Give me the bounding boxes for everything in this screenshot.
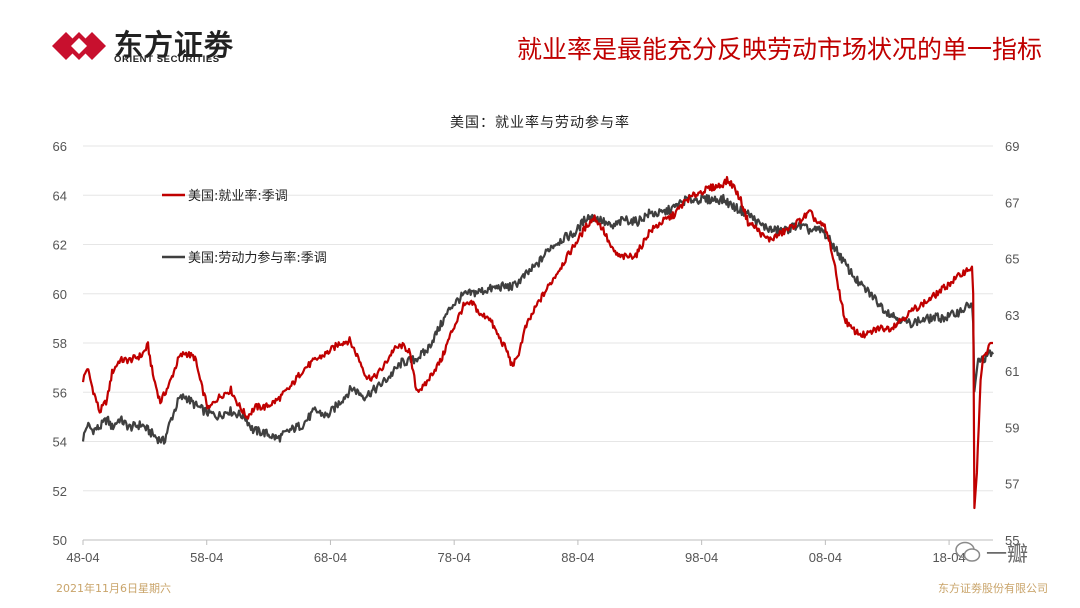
wechat-watermark-icon: [955, 541, 981, 562]
x-tick-label: 88-04: [561, 550, 594, 565]
slide-title: 就业率是最能充分反映劳动市场状况的单一指标: [516, 35, 1042, 64]
y-left-tick-label: 58: [53, 336, 67, 351]
y-right-tick-label: 67: [1005, 195, 1019, 210]
y-right-tick-label: 69: [1005, 139, 1019, 154]
x-tick-label: 98-04: [685, 550, 718, 565]
legend-label: 美国:就业率:季调: [188, 188, 288, 204]
y-right-tick-label: 61: [1005, 364, 1019, 379]
company-logo: 东方证劵 ORIENT SECURITIES: [52, 24, 252, 68]
y-right-tick-label: 57: [1005, 477, 1019, 492]
chart-title: 美国：就业率与劳动参与率: [450, 115, 630, 131]
y-right-tick-label: 63: [1005, 308, 1019, 323]
y-right-tick-label: 55: [1005, 533, 1019, 548]
y-left-tick-label: 62: [53, 238, 67, 253]
x-tick-label: 08-04: [809, 550, 842, 565]
x-tick-label: 48-04: [66, 550, 99, 565]
series-line-2: [81, 193, 994, 445]
y-right-tick-label: 59: [1005, 420, 1019, 435]
legend-label: 美国:劳动力参与率:季调: [188, 250, 327, 266]
watermark-text: 一瓣: [986, 542, 1028, 566]
y-left-tick-label: 66: [53, 139, 67, 154]
footer-date: 2021年11月6日星期六: [56, 582, 171, 595]
footer-company: 东方证劵股份有限公司: [938, 582, 1048, 595]
y-left-tick-label: 56: [53, 385, 67, 400]
x-tick-label: 78-04: [438, 550, 471, 565]
y-left-tick-label: 52: [53, 484, 67, 499]
x-tick-label: 58-04: [190, 550, 223, 565]
y-left-tick-label: 64: [53, 188, 67, 203]
y-left-tick-label: 50: [53, 533, 67, 548]
y-left-tick-label: 60: [53, 287, 67, 302]
orient-logo-icon: [52, 32, 106, 60]
y-right-tick-label: 65: [1005, 252, 1019, 267]
logo-chinese-text: 东方证劵: [114, 28, 235, 62]
y-left-tick-label: 54: [53, 435, 67, 450]
logo-english-text: ORIENT SECURITIES: [114, 54, 220, 65]
series-line-1: [81, 175, 993, 510]
plot-area: [81, 175, 994, 510]
x-tick-label: 68-04: [314, 550, 347, 565]
